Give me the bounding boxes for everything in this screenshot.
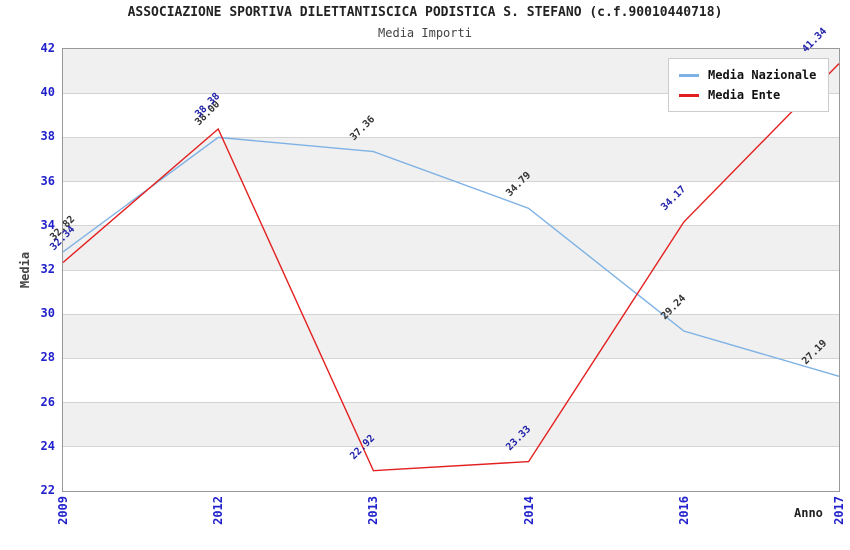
x-tick-label: 2016 bbox=[676, 496, 691, 525]
x-tick-label: 2012 bbox=[211, 496, 226, 525]
gridline bbox=[63, 181, 839, 183]
legend-item-media-ente: Media Ente bbox=[679, 85, 816, 105]
y-tick-label: 38 bbox=[40, 129, 55, 144]
plot-band bbox=[63, 358, 839, 403]
y-tick-label: 24 bbox=[40, 438, 55, 453]
plot-band bbox=[63, 314, 839, 359]
y-tick-label: 32 bbox=[40, 262, 55, 276]
x-tick-label: 2013 bbox=[366, 496, 381, 525]
gridline bbox=[63, 446, 839, 448]
legend-swatch bbox=[679, 73, 699, 77]
plot-band bbox=[63, 181, 839, 226]
x-axis-title: Anno bbox=[794, 506, 823, 520]
legend: Media Nazionale Media Ente bbox=[668, 58, 830, 112]
x-tick-label: 2017 bbox=[832, 496, 846, 525]
x-tick-label: 2014 bbox=[521, 496, 536, 525]
plot-area bbox=[62, 48, 840, 492]
y-tick-label: 40 bbox=[40, 85, 55, 100]
legend-label: Media Nazionale bbox=[708, 68, 817, 82]
gridline bbox=[63, 357, 839, 359]
y-tick-label: 34 bbox=[40, 217, 55, 232]
plot-band bbox=[63, 402, 839, 447]
y-tick-label: 26 bbox=[40, 394, 55, 409]
legend-item-media-nazionale: Media Nazionale bbox=[679, 65, 816, 85]
y-tick-label: 30 bbox=[40, 306, 55, 321]
gridline bbox=[63, 402, 839, 404]
gridline bbox=[63, 225, 839, 227]
y-tick-label: 22 bbox=[40, 483, 55, 497]
chart-subtitle: Media Importi bbox=[378, 26, 472, 40]
gridline bbox=[63, 92, 839, 94]
series-line-media-ente bbox=[62, 63, 840, 472]
plot-band bbox=[63, 225, 839, 270]
plot-band bbox=[63, 137, 839, 182]
y-axis-title: Media bbox=[18, 251, 32, 289]
gridline bbox=[63, 269, 839, 271]
plot-band bbox=[63, 446, 839, 491]
y-tick-label: 36 bbox=[40, 173, 55, 188]
legend-swatch bbox=[679, 93, 699, 97]
gridline bbox=[63, 313, 839, 315]
legend-label: Media Ente bbox=[708, 88, 781, 102]
y-tick-label: 28 bbox=[40, 350, 55, 365]
series-line-media-nazionale bbox=[62, 136, 840, 377]
plot-band bbox=[63, 270, 839, 315]
x-tick-label: 2009 bbox=[56, 496, 70, 525]
chart-title: ASSOCIAZIONE SPORTIVA DILETTANTISCICA PO… bbox=[127, 5, 723, 20]
y-tick-label: 42 bbox=[40, 41, 55, 55]
gridline bbox=[63, 136, 839, 138]
